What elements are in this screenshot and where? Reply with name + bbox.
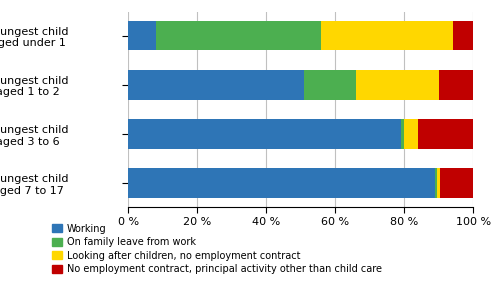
Bar [156,21,321,50]
Legend: Working, On family leave from work, Looking after children, no employment contra: Working, On family leave from work, Look… [52,224,382,274]
Bar [435,168,437,198]
Bar [439,70,473,100]
Bar [356,70,439,100]
Bar [128,21,156,50]
Bar [304,70,356,100]
Bar [128,168,435,198]
Bar [128,70,304,100]
Bar [321,21,453,50]
Bar [401,119,404,149]
Bar [453,21,473,50]
Bar [437,168,441,198]
Bar [404,119,418,149]
Bar [418,119,473,149]
Bar [441,168,473,198]
Bar [128,119,401,149]
